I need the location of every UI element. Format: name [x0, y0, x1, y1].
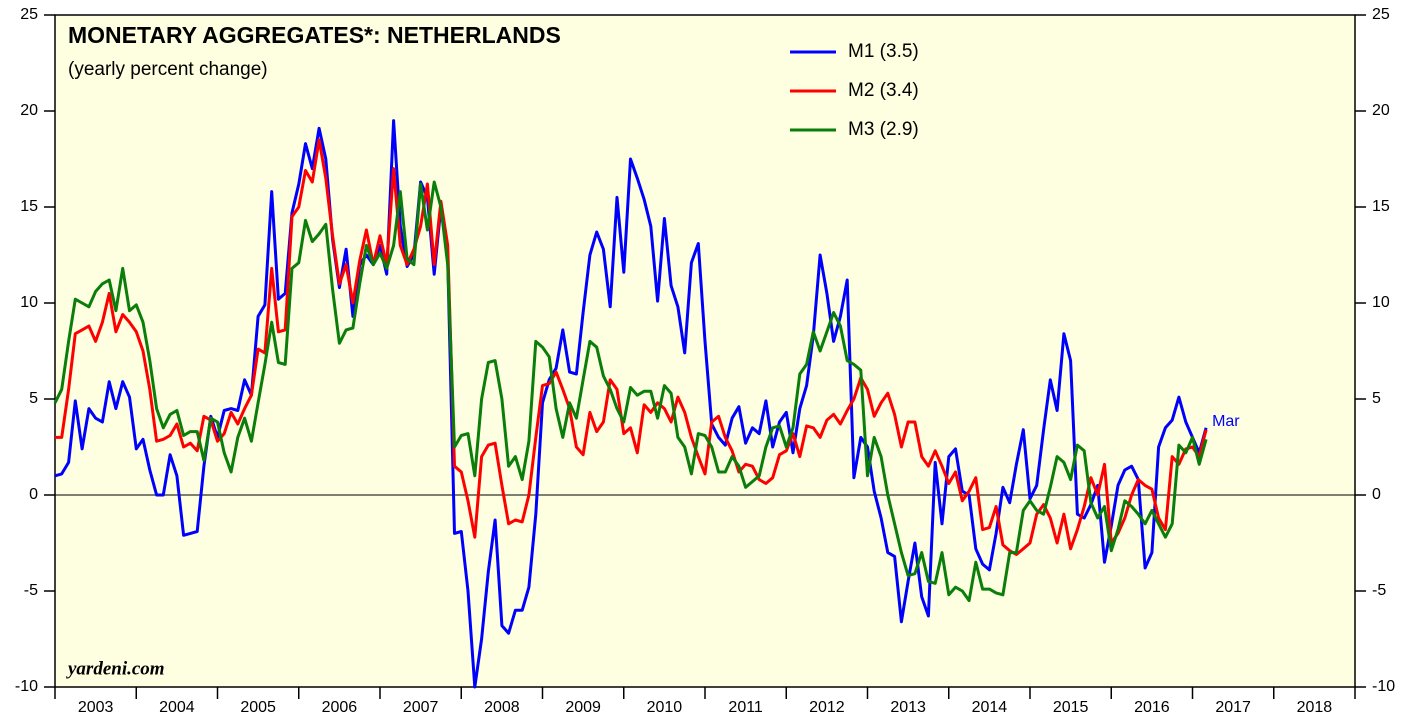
x-tick-label: 2012	[809, 699, 845, 716]
legend-label: M3 (2.9)	[848, 119, 919, 140]
y2-tick-label: 15	[1372, 198, 1390, 215]
x-tick-label: 2009	[565, 699, 601, 716]
y-tick-label: 0	[29, 486, 38, 503]
x-tick-label: 2011	[728, 699, 763, 716]
series-line	[53, 180, 1208, 603]
legend-label: M1 (3.5)	[848, 41, 919, 62]
x-tick-label: 2006	[322, 699, 358, 716]
x-tick-label: 2008	[484, 699, 520, 716]
y2-tick-label: 5	[1372, 390, 1381, 407]
y-tick-label: 10	[20, 294, 38, 311]
x-tick-label: 2015	[1053, 699, 1089, 716]
y-tick-label: 25	[20, 6, 38, 23]
y-tick-label: 20	[20, 102, 38, 119]
x-tick-label: 2004	[159, 699, 195, 716]
chart-subtitle: (yearly percent change)	[68, 59, 268, 80]
series-line	[54, 119, 1208, 689]
chart-title: MONETARY AGGREGATES*: NETHERLANDS	[68, 22, 561, 48]
x-tick-label: 2018	[1297, 699, 1333, 716]
x-tick-label: 2003	[78, 699, 114, 716]
y2-tick-label: -10	[1372, 678, 1395, 695]
x-tick-label: 2007	[403, 699, 439, 716]
x-tick-label: 2010	[647, 699, 683, 716]
y2-tick-label: 0	[1372, 486, 1381, 503]
x-tick-label: 2017	[1215, 699, 1251, 716]
y2-tick-label: 25	[1372, 6, 1390, 23]
x-tick-label: 2014	[972, 699, 1008, 716]
x-tick-label: 2016	[1134, 699, 1170, 716]
legend-label: M2 (3.4)	[848, 80, 919, 101]
source: yardeni.com	[66, 658, 165, 679]
y2-tick-label: 10	[1372, 294, 1390, 311]
x-tick-label: 2013	[890, 699, 926, 716]
y2-tick-label: 20	[1372, 102, 1390, 119]
x-tick-label: 2005	[240, 699, 276, 716]
annotation: Mar	[1212, 413, 1240, 430]
y-tick-label: 15	[20, 198, 38, 215]
y2-tick-label: -5	[1372, 582, 1386, 599]
y-tick-label: -10	[15, 678, 38, 695]
y-tick-label: 5	[29, 390, 38, 407]
y-tick-label: -5	[24, 582, 38, 599]
